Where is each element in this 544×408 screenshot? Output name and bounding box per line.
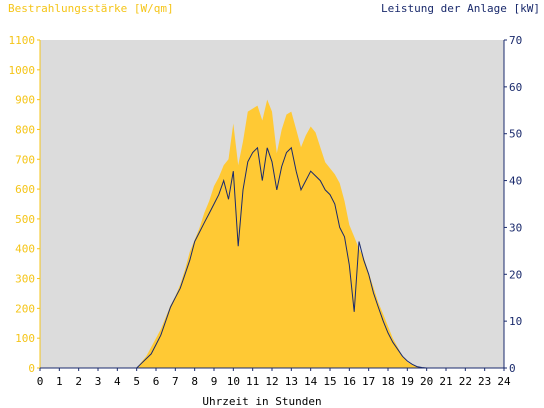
right-tick-label: 60 — [509, 81, 522, 94]
left-tick-label: 200 — [15, 302, 35, 315]
x-tick-label: 8 — [191, 375, 198, 388]
x-tick-label: 7 — [172, 375, 179, 388]
x-tick-label: 3 — [95, 375, 102, 388]
x-tick-label: 4 — [114, 375, 121, 388]
left-tick-label: 100 — [15, 332, 35, 345]
x-tick-label: 2 — [75, 375, 82, 388]
x-tick-label: 16 — [343, 375, 356, 388]
x-tick-label: 6 — [153, 375, 160, 388]
right-tick-label: 30 — [509, 221, 522, 234]
right-tick-label: 20 — [509, 268, 522, 281]
series-layer — [40, 99, 504, 369]
x-tick-label: 21 — [439, 375, 452, 388]
x-tick-label: 9 — [211, 375, 218, 388]
x-tick-label: 22 — [459, 375, 472, 388]
left-tick-label: 1000 — [9, 64, 36, 77]
x-tick-label: 13 — [285, 375, 298, 388]
left-tick-label: 500 — [15, 213, 35, 226]
tick-layer: 0100200300400500600700800900100011000102… — [9, 34, 523, 388]
left-tick-label: 300 — [15, 273, 35, 286]
left-tick-label: 900 — [15, 94, 35, 107]
left-tick-label: 800 — [15, 123, 35, 136]
x-tick-label: 14 — [304, 375, 318, 388]
irradiance-area — [40, 99, 504, 368]
x-tick-label: 0 — [37, 375, 44, 388]
left-tick-label: 1100 — [9, 34, 36, 47]
left-tick-label: 600 — [15, 183, 35, 196]
right-tick-label: 70 — [509, 34, 522, 47]
x-tick-label: 19 — [401, 375, 414, 388]
x-tick-label: 10 — [227, 375, 240, 388]
right-tick-label: 0 — [509, 362, 516, 375]
left-axis-title: Bestrahlungsstärke [W/qm] — [8, 2, 174, 15]
x-tick-label: 20 — [420, 375, 433, 388]
left-tick-label: 400 — [15, 243, 35, 256]
x-tick-label: 23 — [478, 375, 491, 388]
right-tick-label: 10 — [509, 315, 522, 328]
power-line — [40, 146, 504, 369]
x-tick-label: 11 — [246, 375, 259, 388]
x-tick-label: 17 — [362, 375, 375, 388]
x-axis-title: Uhrzeit in Stunden — [202, 395, 321, 408]
right-axis-title: Leistung der Anlage [kW] — [381, 2, 540, 15]
right-tick-label: 40 — [509, 175, 522, 188]
x-tick-label: 1 — [56, 375, 63, 388]
x-tick-label: 12 — [265, 375, 278, 388]
left-tick-label: 700 — [15, 153, 35, 166]
x-tick-label: 18 — [381, 375, 394, 388]
x-tick-label: 5 — [133, 375, 140, 388]
right-tick-label: 50 — [509, 128, 522, 141]
x-tick-label: 15 — [323, 375, 336, 388]
left-tick-label: 0 — [28, 362, 35, 375]
x-tick-label: 24 — [497, 375, 511, 388]
